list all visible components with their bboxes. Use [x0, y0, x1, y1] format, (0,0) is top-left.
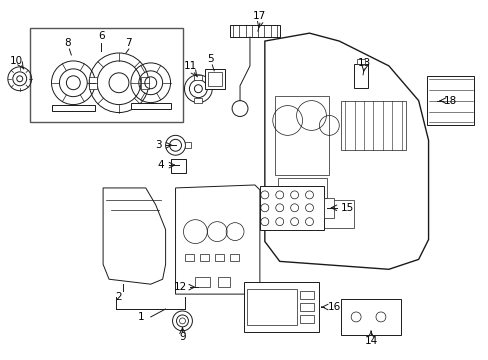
Text: 8: 8	[64, 38, 71, 48]
Bar	[246, 289, 296, 325]
Bar	[51, 105, 95, 111]
Text: 4: 4	[157, 160, 163, 170]
Bar	[194, 98, 202, 103]
Text: 10: 10	[10, 56, 23, 66]
Bar	[299, 315, 314, 323]
Polygon shape	[103, 188, 165, 284]
Bar	[426, 76, 473, 125]
Bar	[215, 255, 224, 261]
Bar	[141, 77, 148, 89]
Bar	[185, 255, 194, 261]
Bar	[277, 178, 326, 198]
Text: 14: 14	[364, 336, 377, 346]
Text: 12: 12	[174, 282, 187, 292]
Text: 2: 2	[116, 292, 122, 302]
Bar	[244, 282, 319, 332]
Text: 5: 5	[206, 54, 213, 64]
Bar	[218, 277, 230, 287]
Polygon shape	[264, 33, 427, 269]
Bar	[324, 198, 334, 218]
Bar	[194, 75, 202, 80]
Bar	[185, 142, 191, 148]
Bar	[170, 159, 186, 173]
Bar	[274, 96, 328, 175]
Text: 16: 16	[327, 302, 340, 312]
Text: 11: 11	[183, 61, 197, 71]
Bar	[30, 28, 183, 122]
Text: 3: 3	[155, 140, 162, 150]
Bar	[259, 186, 324, 230]
Bar	[89, 77, 97, 89]
Text: 6: 6	[98, 31, 104, 41]
Bar	[274, 200, 353, 228]
Polygon shape	[175, 185, 259, 294]
Bar	[299, 291, 314, 299]
Bar	[341, 100, 405, 150]
Bar	[299, 303, 314, 311]
Bar	[195, 277, 210, 287]
Bar	[131, 103, 170, 109]
Text: 7: 7	[125, 38, 132, 48]
Text: 15: 15	[340, 203, 353, 213]
Bar	[205, 69, 224, 89]
Bar	[341, 299, 400, 335]
Bar	[230, 25, 279, 37]
Text: 17: 17	[253, 11, 266, 21]
Text: 1: 1	[137, 312, 144, 322]
Text: 13: 13	[357, 58, 370, 68]
Text: 18: 18	[443, 96, 456, 105]
Text: 9: 9	[179, 332, 185, 342]
Bar	[356, 59, 365, 64]
Bar	[353, 64, 367, 88]
Bar	[208, 72, 222, 86]
Bar	[230, 255, 239, 261]
Bar	[200, 255, 209, 261]
